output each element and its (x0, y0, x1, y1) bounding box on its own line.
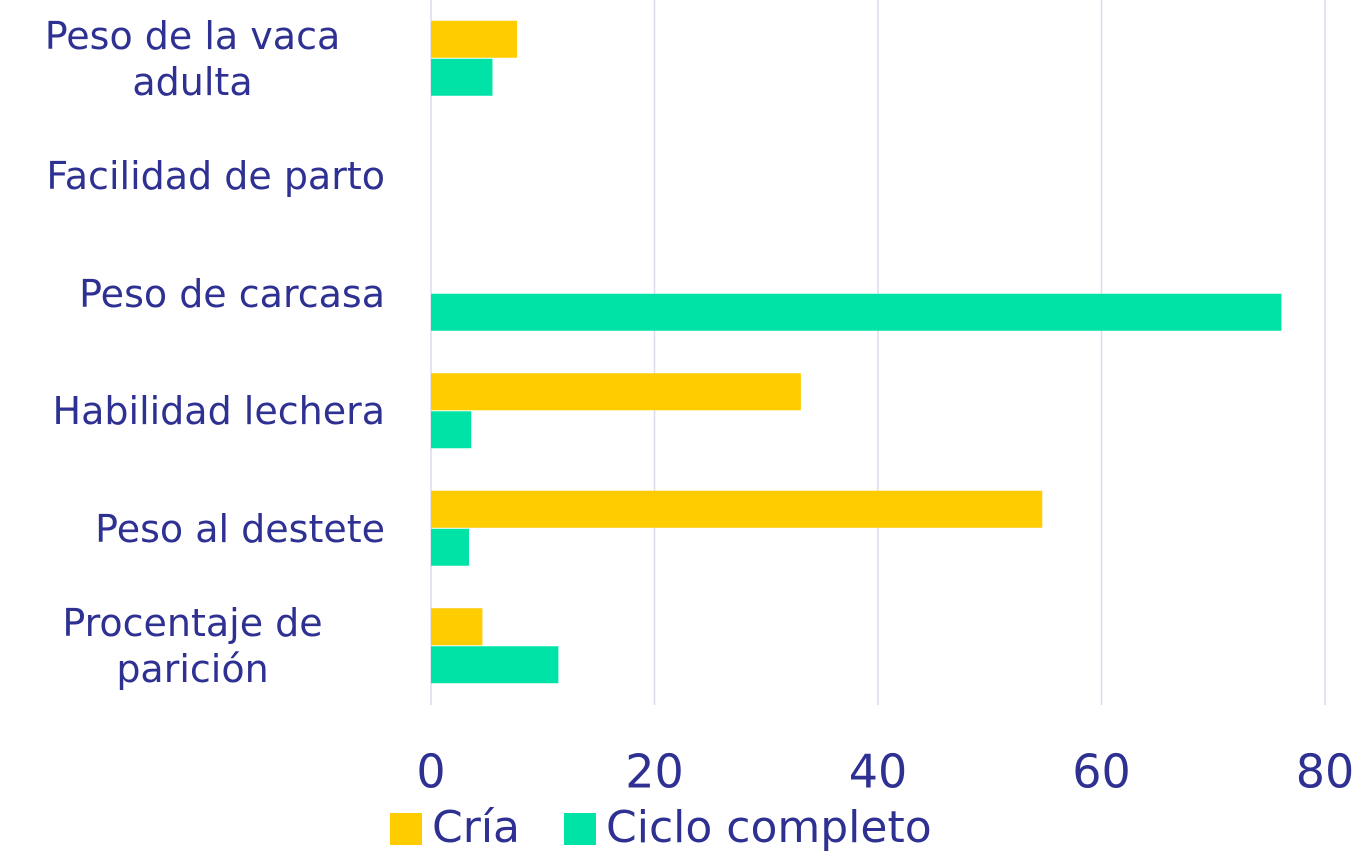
x-tick-label: 40 (849, 745, 908, 799)
bar (431, 608, 483, 646)
bar (431, 646, 559, 684)
y-tick-label: Procentaje de parición (62, 601, 323, 692)
bar (431, 411, 472, 449)
y-tick-label: Peso de la vaca adulta (44, 13, 341, 104)
category-label-box: Facilidad de parto (0, 153, 385, 199)
legend-swatch (564, 813, 596, 845)
legend-swatch (390, 813, 422, 845)
y-tick-label: Facilidad de parto (46, 154, 385, 199)
y-tick-label: Peso de carcasa (79, 271, 385, 316)
x-tick-label: 80 (1296, 745, 1355, 799)
bar (431, 293, 1282, 331)
bar (431, 528, 469, 566)
category-label-box: Peso al destete (0, 506, 385, 552)
bar (431, 373, 801, 411)
x-tick-label: 60 (1072, 745, 1131, 799)
x-tick-label: 0 (416, 745, 445, 799)
x-tick-label: 20 (625, 745, 684, 799)
bar (431, 490, 1043, 528)
bar (431, 58, 493, 96)
category-label-box: Habilidad lechera (0, 388, 385, 434)
legend-label: Cría (432, 802, 520, 853)
bar (431, 20, 518, 58)
category-label-box: Peso de la vaca adulta (0, 13, 385, 105)
legend-label: Ciclo completo (606, 802, 932, 853)
category-label-box: Peso de carcasa (0, 271, 385, 317)
category-label-box: Procentaje de parición (0, 600, 385, 692)
y-tick-label: Habilidad lechera (52, 389, 385, 434)
y-tick-label: Peso al destete (95, 506, 385, 551)
